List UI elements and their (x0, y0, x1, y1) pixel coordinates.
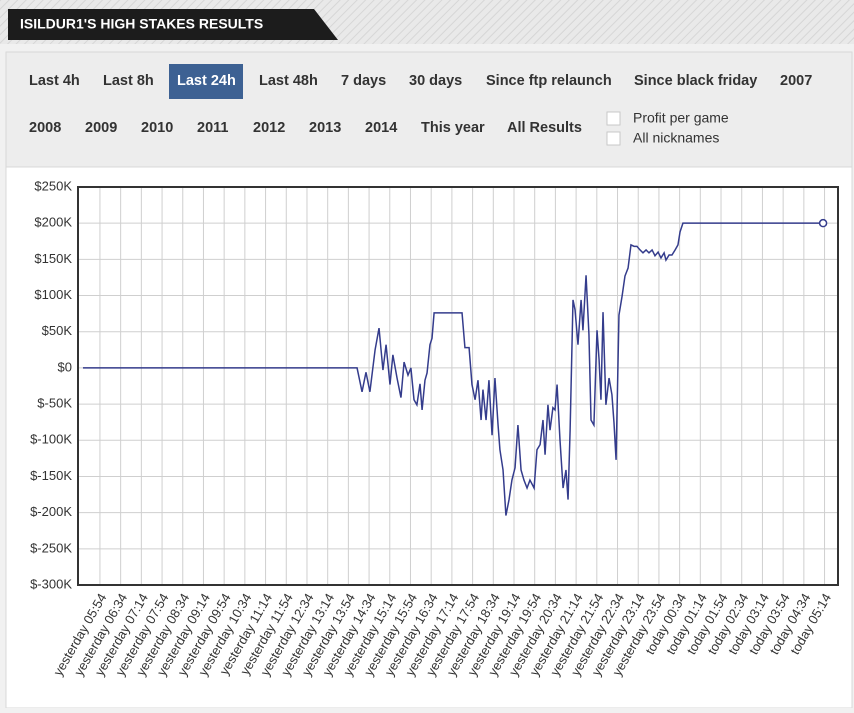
checkbox[interactable] (606, 111, 621, 126)
y-tick-label: $-150K (30, 468, 72, 483)
tab[interactable]: Last 24h (177, 73, 236, 89)
checkbox-label[interactable]: All nicknames (633, 130, 719, 146)
y-tick-label: $100K (34, 287, 72, 302)
y-tick-label: $-300K (30, 576, 72, 591)
y-tick-label: $-50K (37, 396, 72, 411)
end-marker (818, 218, 828, 228)
tab[interactable]: 2007 (780, 73, 812, 89)
tab[interactable]: Since ftp relaunch (486, 73, 612, 89)
tab[interactable]: Since black friday (634, 73, 757, 89)
y-tick-label: $250K (34, 178, 72, 193)
tab[interactable]: Last 48h (259, 73, 318, 89)
profit-line (82, 222, 824, 516)
tab[interactable]: Last 8h (103, 73, 154, 89)
tab[interactable]: 2014 (365, 120, 397, 136)
tab[interactable]: Last 4h (29, 73, 80, 89)
tab[interactable]: All Results (507, 120, 582, 136)
y-tick-label: $200K (34, 215, 72, 230)
y-tick-label: $-200K (30, 504, 72, 519)
tab[interactable]: 2009 (85, 120, 117, 136)
y-tick-label: $50K (42, 323, 73, 338)
tab[interactable]: 2010 (141, 120, 173, 136)
header-tab (8, 9, 338, 40)
tab[interactable]: 2008 (29, 120, 61, 136)
tab[interactable]: 7 days (341, 73, 386, 89)
y-tick-label: $150K (34, 251, 72, 266)
checkbox-label[interactable]: Profit per game (633, 110, 729, 126)
y-tick-label: $0 (58, 359, 72, 374)
y-tick-label: $-250K (30, 540, 72, 555)
header-title: ISILDUR1'S HIGH STAKES RESULTS (20, 16, 263, 32)
plot-frame (77, 186, 839, 586)
y-tick-label: $-100K (30, 432, 72, 447)
tab[interactable]: 2013 (309, 120, 341, 136)
tab[interactable]: 2012 (253, 120, 285, 136)
tab[interactable]: 2011 (197, 120, 228, 136)
tab[interactable]: 30 days (409, 73, 462, 89)
tab-panel (5, 51, 853, 168)
tab[interactable]: This year (421, 120, 485, 136)
chart-panel (5, 166, 853, 709)
checkbox[interactable] (606, 131, 621, 146)
tab-active-bg[interactable] (169, 64, 243, 99)
